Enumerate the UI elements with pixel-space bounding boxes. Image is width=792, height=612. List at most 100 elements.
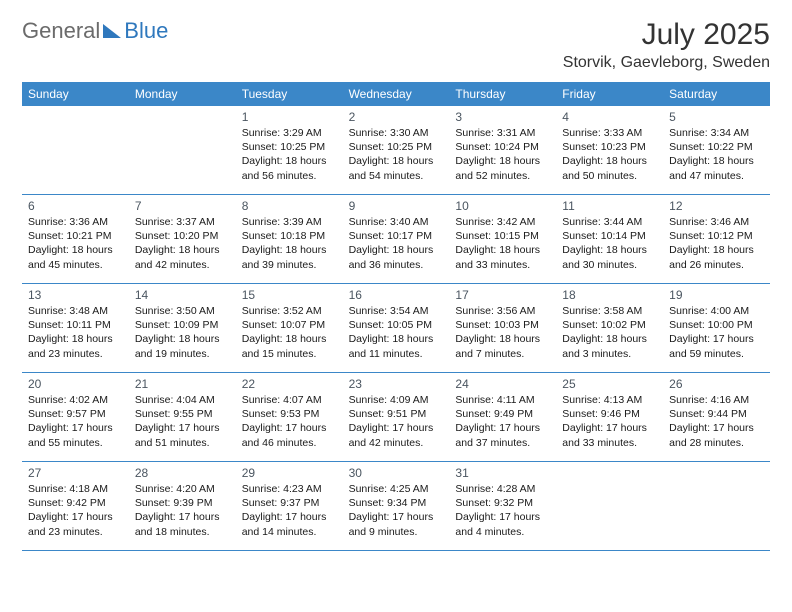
day-info: Sunrise: 3:48 AMSunset: 10:11 PMDaylight… <box>28 304 123 361</box>
calendar-grid: 1Sunrise: 3:29 AMSunset: 10:25 PMDayligh… <box>22 106 770 551</box>
location: Storvik, Gaevleborg, Sweden <box>563 54 770 72</box>
day-number: 4 <box>562 110 657 124</box>
sunset-line: Sunset: 9:42 PM <box>28 496 123 510</box>
sunrise-line: Sunrise: 3:37 AM <box>135 215 230 229</box>
sunset-line: Sunset: 9:34 PM <box>349 496 444 510</box>
sunrise-line: Sunrise: 3:56 AM <box>455 304 550 318</box>
day-number: 2 <box>349 110 444 124</box>
sunset-line: Sunset: 9:46 PM <box>562 407 657 421</box>
day-number: 11 <box>562 199 657 213</box>
sunrise-line: Sunrise: 3:48 AM <box>28 304 123 318</box>
sunrise-line: Sunrise: 3:46 AM <box>669 215 764 229</box>
sunrise-line: Sunrise: 4:16 AM <box>669 393 764 407</box>
logo: General Blue <box>22 18 168 44</box>
day-cell: 2Sunrise: 3:30 AMSunset: 10:25 PMDayligh… <box>343 106 450 194</box>
sunset-line: Sunset: 9:39 PM <box>135 496 230 510</box>
day-cell: 28Sunrise: 4:20 AMSunset: 9:39 PMDayligh… <box>129 462 236 550</box>
day-info: Sunrise: 3:50 AMSunset: 10:09 PMDaylight… <box>135 304 230 361</box>
day-cell: 14 Sunrise: 3:50 AMSunset: 10:09 PMDaylig… <box>129 284 236 372</box>
day-info: Sunrise: 3:31 AMSunset: 10:24 PMDaylight… <box>455 126 550 183</box>
day-cell: 5 Sunrise: 3:34 AMSunset: 10:22 PMDayligh… <box>663 106 770 194</box>
day-of-week-row: SundayMondayTuesdayWednesdayThursdayFrid… <box>22 82 770 106</box>
dow-cell: Thursday <box>449 82 556 106</box>
day-number: 23 <box>349 377 444 391</box>
day-number: 14 <box>135 288 230 302</box>
sunrise-line: Sunrise: 3:34 AM <box>669 126 764 140</box>
sunrise-line: Sunrise: 3:30 AM <box>349 126 444 140</box>
day-info: Sunrise: 3:56 AMSunset: 10:03 PMDaylight… <box>455 304 550 361</box>
daylight-line: Daylight: 17 hours and 9 minutes. <box>349 510 444 538</box>
sunrise-line: Sunrise: 3:54 AM <box>349 304 444 318</box>
sunrise-line: Sunrise: 3:42 AM <box>455 215 550 229</box>
sunset-line: Sunset: 10:05 PM <box>349 318 444 332</box>
day-number: 16 <box>349 288 444 302</box>
day-cell: 20Sunrise: 4:02 AMSunset: 9:57 PMDayligh… <box>22 373 129 461</box>
day-number: 31 <box>455 466 550 480</box>
logo-text-general: General <box>22 18 100 44</box>
sunset-line: Sunset: 10:11 PM <box>28 318 123 332</box>
day-number: 9 <box>349 199 444 213</box>
day-info: Sunrise: 4:07 AMSunset: 9:53 PMDaylight:… <box>242 393 337 450</box>
day-number: 21 <box>135 377 230 391</box>
dow-cell: Wednesday <box>343 82 450 106</box>
day-cell <box>129 106 236 194</box>
day-info: Sunrise: 3:46 AMSunset: 10:12 PMDaylight… <box>669 215 764 272</box>
daylight-line: Daylight: 17 hours and 37 minutes. <box>455 421 550 449</box>
sunrise-line: Sunrise: 3:58 AM <box>562 304 657 318</box>
day-info: Sunrise: 4:25 AMSunset: 9:34 PMDaylight:… <box>349 482 444 539</box>
sunrise-line: Sunrise: 4:13 AM <box>562 393 657 407</box>
day-cell: 7Sunrise: 3:37 AMSunset: 10:20 PMDayligh… <box>129 195 236 283</box>
day-info: Sunrise: 3:44 AMSunset: 10:14 PMDaylight… <box>562 215 657 272</box>
sunrise-line: Sunrise: 4:23 AM <box>242 482 337 496</box>
day-cell: 23Sunrise: 4:09 AMSunset: 9:51 PMDayligh… <box>343 373 450 461</box>
day-number: 5 <box>669 110 764 124</box>
day-info: Sunrise: 3:52 AMSunset: 10:07 PMDaylight… <box>242 304 337 361</box>
dow-cell: Tuesday <box>236 82 343 106</box>
day-info: Sunrise: 3:42 AMSunset: 10:15 PMDaylight… <box>455 215 550 272</box>
day-info: Sunrise: 3:34 AMSunset: 10:22 PMDaylight… <box>669 126 764 183</box>
day-cell: 8Sunrise: 3:39 AMSunset: 10:18 PMDayligh… <box>236 195 343 283</box>
daylight-line: Daylight: 18 hours and 30 minutes. <box>562 243 657 271</box>
day-cell: 3Sunrise: 3:31 AMSunset: 10:24 PMDayligh… <box>449 106 556 194</box>
day-cell: 11 Sunrise: 3:44 AMSunset: 10:14 PMDaylig… <box>556 195 663 283</box>
dow-cell: Friday <box>556 82 663 106</box>
daylight-line: Daylight: 17 hours and 51 minutes. <box>135 421 230 449</box>
day-cell: 4Sunrise: 3:33 AMSunset: 10:23 PMDayligh… <box>556 106 663 194</box>
sunrise-line: Sunrise: 4:04 AM <box>135 393 230 407</box>
sunrise-line: Sunrise: 3:44 AM <box>562 215 657 229</box>
day-cell <box>663 462 770 550</box>
daylight-line: Daylight: 18 hours and 42 minutes. <box>135 243 230 271</box>
day-info: Sunrise: 4:11 AMSunset: 9:49 PMDaylight:… <box>455 393 550 450</box>
sunset-line: Sunset: 10:03 PM <box>455 318 550 332</box>
sunrise-line: Sunrise: 4:25 AM <box>349 482 444 496</box>
day-cell: 31Sunrise: 4:28 AMSunset: 9:32 PMDayligh… <box>449 462 556 550</box>
dow-cell: Sunday <box>22 82 129 106</box>
daylight-line: Daylight: 18 hours and 3 minutes. <box>562 332 657 360</box>
daylight-line: Daylight: 18 hours and 26 minutes. <box>669 243 764 271</box>
daylight-line: Daylight: 17 hours and 23 minutes. <box>28 510 123 538</box>
sunrise-line: Sunrise: 4:11 AM <box>455 393 550 407</box>
sunset-line: Sunset: 10:07 PM <box>242 318 337 332</box>
month-title: July 2025 <box>563 18 770 52</box>
day-number: 8 <box>242 199 337 213</box>
sunset-line: Sunset: 9:55 PM <box>135 407 230 421</box>
sunrise-line: Sunrise: 3:40 AM <box>349 215 444 229</box>
daylight-line: Daylight: 17 hours and 4 minutes. <box>455 510 550 538</box>
daylight-line: Daylight: 18 hours and 56 minutes. <box>242 154 337 182</box>
day-number: 26 <box>669 377 764 391</box>
day-number: 12 <box>669 199 764 213</box>
day-cell: 27Sunrise: 4:18 AMSunset: 9:42 PMDayligh… <box>22 462 129 550</box>
sunset-line: Sunset: 9:53 PM <box>242 407 337 421</box>
daylight-line: Daylight: 18 hours and 54 minutes. <box>349 154 444 182</box>
daylight-line: Daylight: 18 hours and 19 minutes. <box>135 332 230 360</box>
daylight-line: Daylight: 18 hours and 52 minutes. <box>455 154 550 182</box>
daylight-line: Daylight: 18 hours and 50 minutes. <box>562 154 657 182</box>
day-cell: 22Sunrise: 4:07 AMSunset: 9:53 PMDayligh… <box>236 373 343 461</box>
sail-icon <box>103 24 121 38</box>
day-info: Sunrise: 3:40 AMSunset: 10:17 PMDaylight… <box>349 215 444 272</box>
sunset-line: Sunset: 10:22 PM <box>669 140 764 154</box>
sunrise-line: Sunrise: 4:02 AM <box>28 393 123 407</box>
day-info: Sunrise: 4:04 AMSunset: 9:55 PMDaylight:… <box>135 393 230 450</box>
daylight-line: Daylight: 17 hours and 59 minutes. <box>669 332 764 360</box>
sunset-line: Sunset: 10:21 PM <box>28 229 123 243</box>
